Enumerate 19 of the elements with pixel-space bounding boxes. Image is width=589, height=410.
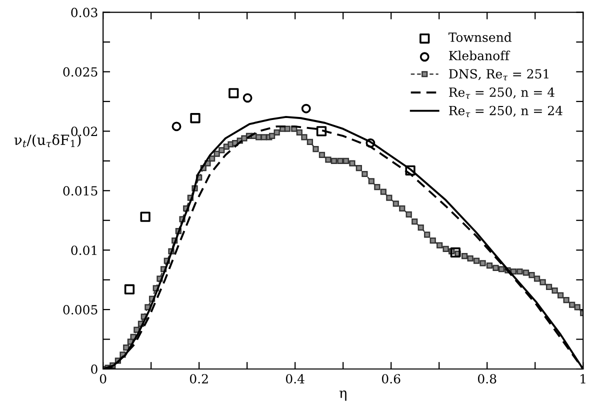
x-tick-label: 0 <box>100 374 106 384</box>
x-tick-label: 0.6 <box>382 374 400 384</box>
y-tick-label: 0 <box>91 364 98 374</box>
x-tick-label: 1 <box>580 374 586 384</box>
x-tick-label: 0.4 <box>286 374 304 384</box>
y-tick-label: 0.03 <box>71 8 98 18</box>
legend-label: Townsend <box>448 32 512 42</box>
legend-label: Klebanoff <box>449 50 510 60</box>
x-tick-label: 0.8 <box>478 374 496 384</box>
legend-label: Re$_{τ}$ = 250, n = 24 <box>449 106 562 118</box>
y-tick-label: 0.01 <box>71 246 96 256</box>
legend-label: Re$_{τ}$ = 250, n = 4 <box>449 87 554 99</box>
x-axis-title: η <box>339 390 346 401</box>
y-tick-label: 0.02 <box>71 126 97 136</box>
x-tick-label: 0.2 <box>190 374 208 384</box>
y-tick-label: 0.025 <box>63 67 98 77</box>
legend-label: DNS, Re$_{τ}$ = 251 <box>449 69 548 80</box>
y-tick-label: 0.005 <box>63 305 98 314</box>
y-tick-label: 0.015 <box>63 186 98 196</box>
